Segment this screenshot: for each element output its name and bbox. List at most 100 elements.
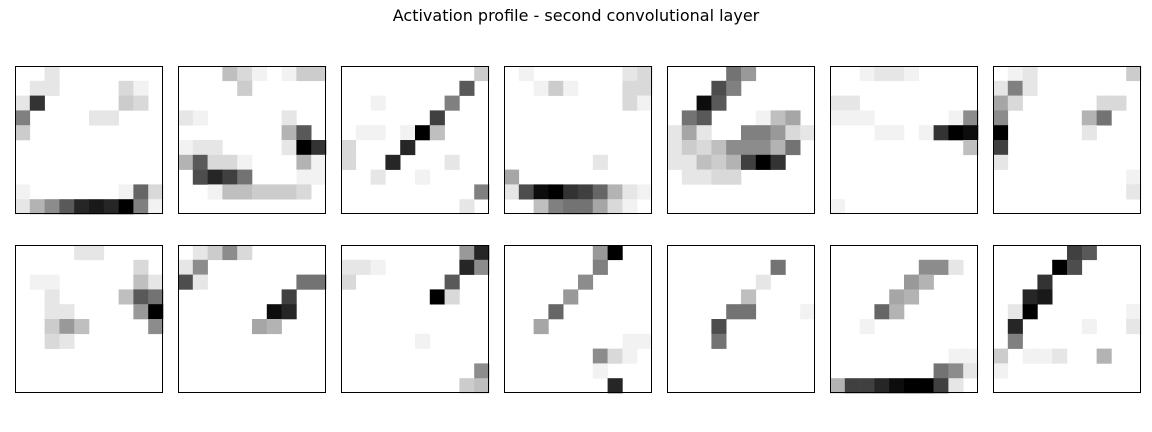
heatmap-cell (474, 363, 490, 379)
heatmap-cell (667, 154, 683, 170)
heatmap-cell (44, 319, 60, 335)
heatmap-cell (1081, 245, 1097, 261)
heatmap-cell (281, 125, 297, 141)
heatmap-cell (444, 289, 460, 305)
heatmap-cell (726, 154, 742, 170)
panel-frame (667, 66, 815, 214)
heatmap-cell (178, 140, 194, 156)
heatmap-panel-4 (504, 66, 653, 215)
heatmap-cell (755, 125, 771, 141)
heatmap-cell (770, 125, 786, 141)
heatmap-cell (59, 333, 75, 349)
heatmap-cell (370, 169, 386, 185)
heatmap-cell (800, 125, 816, 141)
heatmap-panel-3 (341, 66, 490, 215)
heatmap-cell (178, 154, 194, 170)
heatmap-cell (948, 378, 964, 394)
heatmap-cell (237, 245, 253, 261)
heatmap-cell (118, 199, 134, 215)
heatmap-cell (1096, 110, 1112, 126)
heatmap-cell (207, 140, 223, 156)
heatmap-cell (993, 80, 1009, 96)
heatmap-cell (355, 125, 371, 141)
heatmap-cell (696, 95, 712, 111)
heatmap-cell (178, 110, 194, 126)
heatmap-cell (89, 245, 105, 261)
heatmap-cell (429, 110, 445, 126)
heatmap-cell (281, 289, 297, 305)
heatmap-cell (711, 140, 727, 156)
heatmap-cell (281, 304, 297, 320)
heatmap-cell (281, 66, 297, 82)
heatmap-panel-14 (993, 245, 1142, 393)
heatmap-cell (681, 110, 697, 126)
heatmap-cell (800, 304, 816, 320)
heatmap-cell (29, 80, 45, 96)
heatmap-cell (667, 140, 683, 156)
heatmap-cell (15, 125, 31, 141)
heatmap-cell (74, 245, 90, 261)
heatmap-cell (859, 378, 875, 394)
heatmap-cell (118, 289, 134, 305)
heatmap-cell (133, 184, 149, 200)
heatmap-cell (400, 125, 416, 141)
heatmap-cell (755, 110, 771, 126)
heatmap-panel-1 (15, 66, 164, 215)
heatmap-cell (726, 169, 742, 185)
heatmap-cell (889, 289, 905, 305)
heatmap-cell (578, 274, 594, 290)
heatmap-cell (44, 333, 60, 349)
heatmap-cell (148, 319, 164, 335)
heatmap-cell (118, 95, 134, 111)
heatmap-cell (918, 378, 934, 394)
heatmap-cell (296, 169, 312, 185)
heatmap-cell (592, 184, 608, 200)
heatmap-cell (637, 333, 653, 349)
heatmap-cell (89, 199, 105, 215)
heatmap-cell (785, 125, 801, 141)
heatmap-cell (563, 199, 579, 215)
heatmap-cell (711, 169, 727, 185)
heatmap-cell (59, 319, 75, 335)
heatmap-cell (178, 274, 194, 290)
heatmap-cell (341, 154, 357, 170)
heatmap-panel-13 (830, 245, 979, 394)
heatmap-panel-11 (504, 245, 653, 394)
heatmap-cell (311, 274, 327, 290)
heatmap-cell (830, 110, 846, 126)
heatmap-cell (311, 140, 327, 156)
heatmap-cell (844, 95, 860, 111)
heatmap-cell (133, 289, 149, 305)
heatmap-cell (548, 199, 564, 215)
heatmap-cell (548, 184, 564, 200)
heatmap-cell (755, 154, 771, 170)
heatmap-cell (963, 140, 979, 156)
heatmap-cell (44, 289, 60, 305)
heatmap-cell (741, 125, 757, 141)
heatmap-cell (222, 169, 238, 185)
heatmap-cell (133, 95, 149, 111)
heatmap-cell (474, 378, 490, 394)
heatmap-cell (429, 289, 445, 305)
heatmap-cell (89, 110, 105, 126)
heatmap-cell (1081, 319, 1097, 335)
heatmap-cell (741, 66, 757, 82)
heatmap-cell (459, 378, 475, 394)
heatmap-cell (726, 304, 742, 320)
figure-title: Activation profile - second convolutiona… (392, 6, 760, 25)
heatmap-cell (1111, 95, 1127, 111)
heatmap-cell (429, 125, 445, 141)
heatmap-cell (192, 140, 208, 156)
heatmap-cell (29, 95, 45, 111)
heatmap-cell (311, 169, 327, 185)
heatmap-cell (1081, 110, 1097, 126)
heatmap-cell (711, 154, 727, 170)
heatmap-cell (474, 66, 490, 82)
heatmap-cell (311, 66, 327, 82)
heatmap-cell (1007, 333, 1023, 349)
heatmap-cell (1007, 80, 1023, 96)
heatmap-cell (637, 66, 653, 82)
heatmap-cell (15, 110, 31, 126)
heatmap-cell (1052, 348, 1068, 364)
heatmap-cell (266, 319, 282, 335)
